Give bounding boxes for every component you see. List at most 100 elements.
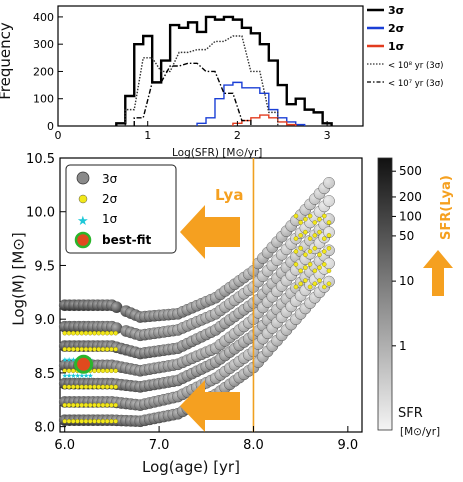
legend-3sigma-label: 3σ xyxy=(102,172,118,186)
point-2sigma xyxy=(321,249,327,254)
point-2sigma xyxy=(307,249,313,254)
scatter-ytick-label: 10.5 xyxy=(26,152,55,167)
point-2sigma xyxy=(317,278,322,283)
scatter-ylabel: Log(M) [M⊙] xyxy=(9,232,28,326)
point-2sigma xyxy=(75,330,80,336)
legend-1sigma-label: 1σ xyxy=(102,212,118,226)
point-2sigma xyxy=(92,384,97,390)
colorbar-unit: [M⊙/yr] xyxy=(400,426,441,438)
legend-2sigma-marker xyxy=(78,194,88,204)
point-2sigma xyxy=(326,220,332,225)
histogram-xlabel: Log(SFR) [M⊙/yr] xyxy=(172,147,263,159)
up-arrow xyxy=(423,250,453,296)
point-2sigma xyxy=(307,284,313,290)
scatter-ytick-label: 8.0 xyxy=(34,421,55,436)
point-2sigma xyxy=(113,384,118,390)
point-2sigma xyxy=(62,402,67,408)
point-2sigma xyxy=(83,347,89,352)
point-2sigma xyxy=(100,330,106,336)
point-2sigma xyxy=(66,384,72,390)
point-2sigma xyxy=(79,384,84,390)
point-3sigma-shine xyxy=(323,195,335,207)
point-2sigma xyxy=(70,347,76,352)
point-2sigma xyxy=(312,220,318,225)
point-2sigma xyxy=(96,347,101,352)
point-2sigma xyxy=(298,220,303,225)
scatter-xtick-label: 8.0 xyxy=(243,438,264,453)
scatter-ytick-label: 8.5 xyxy=(34,367,55,382)
colorbar-tick-label: 1 xyxy=(399,339,407,353)
point-2sigma xyxy=(109,419,114,424)
colorbar-title: SFR xyxy=(398,406,423,421)
point-2sigma xyxy=(100,384,106,390)
point-2sigma xyxy=(312,233,318,238)
point-2sigma xyxy=(317,216,322,222)
legend-bestfit-label: best-fit xyxy=(102,233,151,247)
histogram-frame xyxy=(57,5,364,127)
point-2sigma xyxy=(70,419,76,424)
colorbar-tick-label: 200 xyxy=(399,190,422,204)
point-2sigma xyxy=(321,213,327,219)
histogram-ylabel: Frequency xyxy=(0,22,14,100)
point-2sigma xyxy=(62,384,67,390)
point-2sigma xyxy=(312,281,318,286)
point-2sigma xyxy=(303,229,308,235)
point-2sigma xyxy=(109,384,114,390)
point-2sigma xyxy=(104,419,110,424)
upper-left-arrow xyxy=(180,205,240,259)
histogram-series-4 xyxy=(133,62,252,126)
point-2sigma xyxy=(104,402,110,408)
colorbar-tick-label: 500 xyxy=(399,164,422,178)
point-2sigma xyxy=(70,402,76,408)
point-1sigma: ★ xyxy=(62,372,68,380)
point-3sigma-shine xyxy=(111,322,123,334)
point-2sigma xyxy=(298,268,303,274)
point-2sigma xyxy=(66,419,72,424)
point-2sigma xyxy=(70,384,76,390)
point-3sigma-shine xyxy=(111,301,123,313)
histogram-series-2 xyxy=(232,114,297,126)
point-2sigma xyxy=(83,384,89,390)
point-2sigma xyxy=(100,347,106,352)
point-2sigma xyxy=(298,246,303,251)
point-2sigma xyxy=(321,262,327,267)
point-1sigma: ★ xyxy=(87,372,93,380)
scatter-xtick-label: 9.0 xyxy=(338,438,359,453)
histogram-legend-label-3: < 10⁸ yr (3σ) xyxy=(388,61,443,71)
point-2sigma xyxy=(113,419,118,424)
colorbar: 500 200 100 50 10 1 SFR(Lya) xyxy=(377,157,454,431)
histogram-ytick-label: 400 xyxy=(33,11,54,24)
point-1sigma: ★ xyxy=(83,372,89,380)
histogram-xtick-label: 3 xyxy=(324,129,331,142)
point-1sigma: ★ xyxy=(70,356,76,364)
point-2sigma xyxy=(100,402,106,408)
point-2sigma xyxy=(293,213,299,219)
scatter-xtick-label: 7.0 xyxy=(149,438,170,453)
point-2sigma xyxy=(321,284,327,290)
point-2sigma xyxy=(109,347,114,352)
point-2sigma xyxy=(326,233,332,238)
histogram-ytick-label: 100 xyxy=(33,93,54,106)
point-2sigma xyxy=(326,281,332,286)
point-2sigma xyxy=(303,216,308,222)
point-2sigma xyxy=(307,213,313,219)
point-2sigma xyxy=(113,347,118,352)
histogram-ytick-label: 200 xyxy=(33,65,54,78)
point-2sigma xyxy=(104,384,110,390)
histogram-xtick-label: 0 xyxy=(55,129,62,142)
scatter-xlabel: Log(age) [yr] xyxy=(142,458,240,476)
colorbar-tick-label: 10 xyxy=(399,274,414,288)
point-2sigma xyxy=(79,402,84,408)
point-2sigma xyxy=(83,402,89,408)
point-2sigma xyxy=(87,347,93,352)
point-2sigma xyxy=(317,252,322,257)
point-2sigma xyxy=(96,384,101,390)
best-fit-marker xyxy=(74,354,94,374)
colorbar-tick-label: 50 xyxy=(399,229,414,243)
point-2sigma xyxy=(66,347,72,352)
point-2sigma xyxy=(321,236,327,241)
point-1sigma: ★ xyxy=(62,356,68,364)
histogram-ytick-label: 0 xyxy=(47,120,54,133)
scatter-ytick-label: 9.0 xyxy=(34,313,55,328)
